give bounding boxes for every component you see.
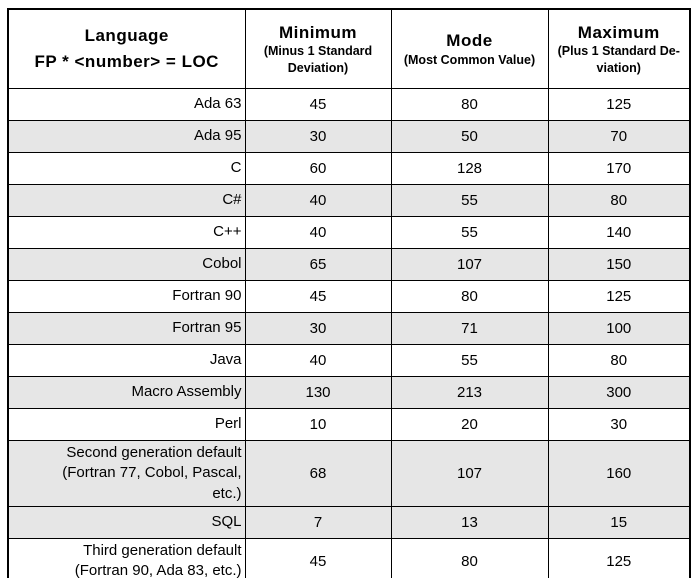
language-cell: C++: [7, 216, 246, 249]
maximum-cell: 125: [547, 88, 691, 121]
maximum-cell: 100: [547, 312, 691, 345]
minimum-header-title: Minimum: [278, 23, 358, 43]
mode-cell: 107: [390, 440, 549, 507]
language-cell: C: [7, 152, 246, 185]
language-cell: Second generation default (Fortran 77, C…: [7, 440, 246, 507]
maximum-cell: 170: [547, 152, 691, 185]
minimum-cell: 40: [244, 216, 392, 249]
minimum-cell: 65: [244, 248, 392, 281]
minimum-cell: 30: [244, 120, 392, 153]
table-row: Ada 63 45 80 125: [7, 88, 691, 121]
minimum-cell: 40: [244, 184, 392, 217]
col-header-language: Language FP * <number> = LOC: [7, 8, 246, 89]
maximum-cell: 125: [547, 537, 691, 578]
minimum-cell: 130: [244, 376, 392, 409]
language-cell: C#: [7, 184, 246, 217]
language-cell: Cobol: [7, 248, 246, 281]
language-cell: Perl: [7, 408, 246, 441]
mode-cell: 128: [390, 152, 549, 185]
table-body: Ada 63 45 80 125 Ada 95 30 50 70 C 60 12…: [7, 88, 691, 578]
language-cell: SQL: [7, 505, 246, 539]
maximum-cell: 80: [547, 344, 691, 377]
minimum-cell: 45: [244, 537, 392, 578]
fp-loc-conversion-table: Language FP * <number> = LOC Minimum (Mi…: [7, 8, 691, 578]
table-row: C# 40 55 80: [7, 184, 691, 217]
mode-cell: 55: [390, 184, 549, 217]
minimum-cell: 45: [244, 280, 392, 313]
table-row: Java 40 55 80: [7, 344, 691, 377]
maximum-cell: 300: [547, 376, 691, 409]
mode-cell: 20: [390, 408, 549, 441]
maximum-cell: 15: [547, 505, 691, 539]
maximum-cell: 140: [547, 216, 691, 249]
table-row: Cobol 65 107 150: [7, 248, 691, 281]
language-cell: Macro Assembly: [7, 376, 246, 409]
language-cell: Ada 95: [7, 120, 246, 153]
table-row: C++ 40 55 140: [7, 216, 691, 249]
minimum-cell: 10: [244, 408, 392, 441]
mode-header-title: Mode: [446, 31, 493, 51]
mode-cell: 71: [390, 312, 549, 345]
language-header-label: Language FP * <number> = LOC: [34, 25, 219, 71]
maximum-cell: 150: [547, 248, 691, 281]
minimum-cell: 30: [244, 312, 392, 345]
table-row: Third generation default (Fortran 90, Ad…: [7, 537, 691, 578]
maximum-cell: 70: [547, 120, 691, 153]
maximum-cell: 30: [547, 408, 691, 441]
mode-cell: 50: [390, 120, 549, 153]
language-cell: Fortran 90: [7, 280, 246, 313]
col-header-minimum: Minimum (Minus 1 Standard Deviation): [244, 8, 392, 89]
table-row: Fortran 90 45 80 125: [7, 280, 691, 313]
table-row: Ada 95 30 50 70: [7, 120, 691, 153]
language-cell: Java: [7, 344, 246, 377]
mode-cell: 80: [390, 537, 549, 578]
maximum-header-subtitle: (Plus 1 Standard De- viation): [557, 44, 680, 75]
mode-cell: 107: [390, 248, 549, 281]
table-row: SQL 7 13 15: [7, 505, 691, 539]
language-cell: Ada 63: [7, 88, 246, 121]
language-cell: Third generation default (Fortran 90, Ad…: [7, 537, 246, 578]
mode-cell: 55: [390, 216, 549, 249]
maximum-cell: 125: [547, 280, 691, 313]
table-row: Fortran 95 30 71 100: [7, 312, 691, 345]
language-cell: Fortran 95: [7, 312, 246, 345]
mode-cell: 13: [390, 505, 549, 539]
table-row: Second generation default (Fortran 77, C…: [7, 440, 691, 507]
maximum-cell: 160: [547, 440, 691, 507]
maximum-cell: 80: [547, 184, 691, 217]
table-row: Macro Assembly 130 213 300: [7, 376, 691, 409]
header-row: Language FP * <number> = LOC Minimum (Mi…: [7, 8, 691, 89]
minimum-cell: 60: [244, 152, 392, 185]
table-row: C 60 128 170: [7, 152, 691, 185]
col-header-maximum: Maximum (Plus 1 Standard De- viation): [547, 8, 691, 89]
col-header-mode: Mode (Most Common Value): [390, 8, 549, 89]
mode-cell: 213: [390, 376, 549, 409]
maximum-header-title: Maximum: [577, 23, 660, 43]
minimum-cell: 45: [244, 88, 392, 121]
mode-header-subtitle: (Most Common Value): [403, 52, 536, 67]
minimum-header-subtitle: (Minus 1 Standard Deviation): [263, 44, 373, 75]
minimum-cell: 68: [244, 440, 392, 507]
table-row: Perl 10 20 30: [7, 408, 691, 441]
mode-cell: 55: [390, 344, 549, 377]
mode-cell: 80: [390, 280, 549, 313]
mode-cell: 80: [390, 88, 549, 121]
minimum-cell: 40: [244, 344, 392, 377]
minimum-cell: 7: [244, 505, 392, 539]
